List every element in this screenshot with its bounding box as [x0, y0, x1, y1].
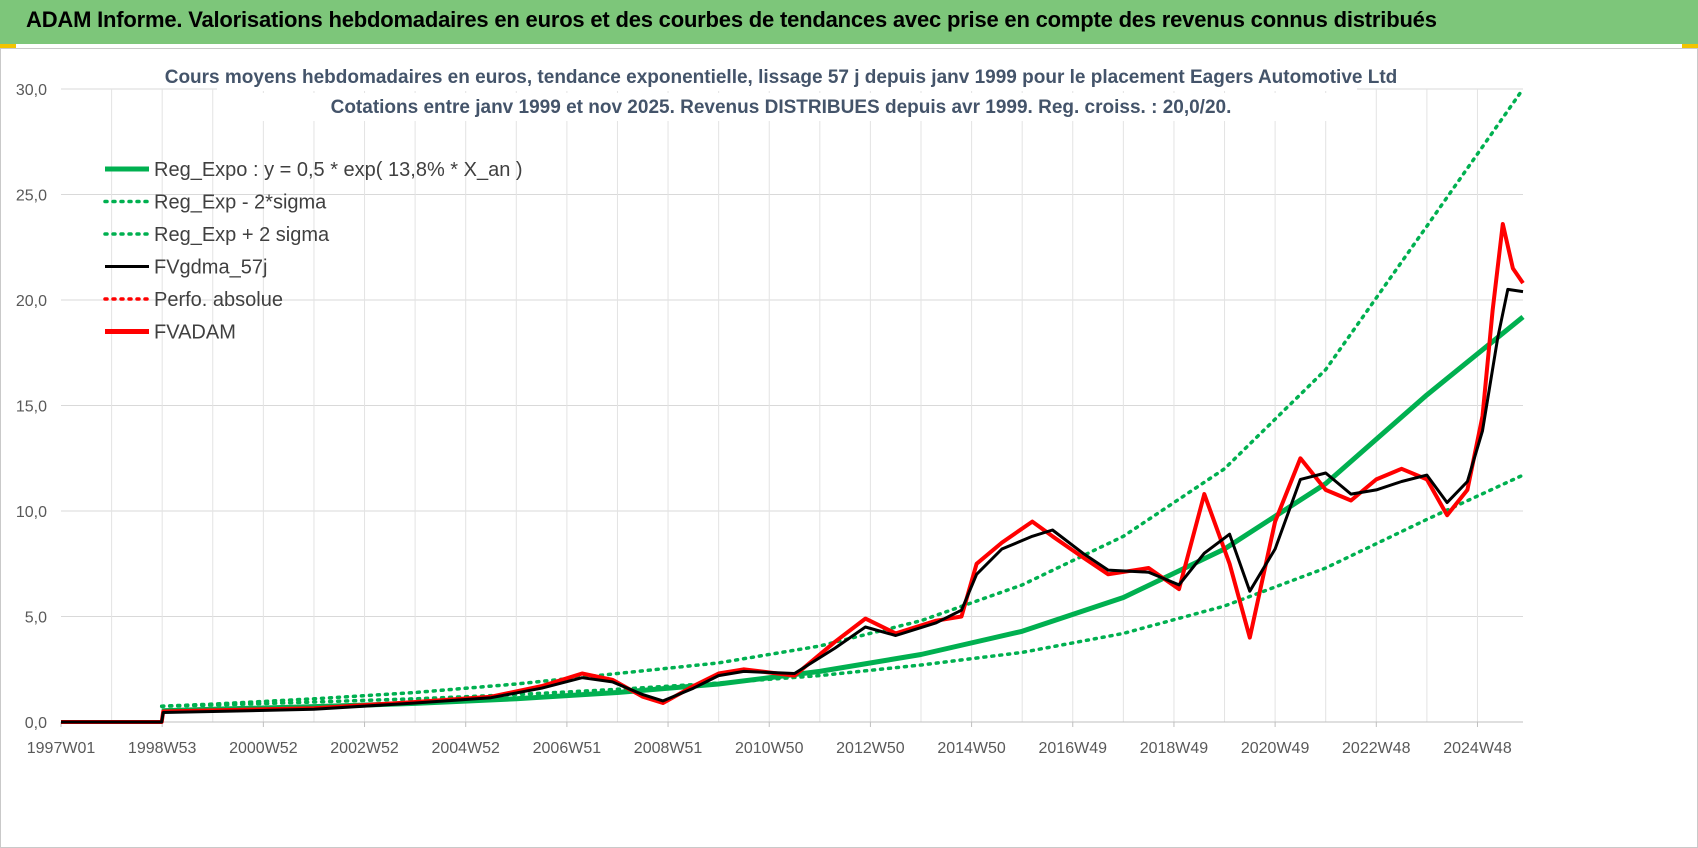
corner-marker-right — [1682, 44, 1698, 48]
legend-label: FVADAM — [154, 322, 236, 344]
x-tick-label: 2004W52 — [431, 740, 500, 757]
series-line — [61, 222, 1525, 724]
x-tick-label: 2008W51 — [634, 740, 703, 757]
x-tick-label: 2018W49 — [1140, 740, 1209, 757]
page-title: ADAM Informe. Valorisations hebdomadaire… — [26, 7, 1437, 32]
x-tick-label: 2016W49 — [1039, 740, 1108, 757]
y-tick-label: 20,0 — [16, 293, 47, 310]
legend-label: Reg_Exp + 2 sigma — [154, 224, 330, 246]
corner-marker-left — [0, 44, 16, 48]
y-tick-label: 15,0 — [16, 399, 47, 416]
x-tick-label: 1997W01 — [27, 740, 96, 757]
x-tick-label: 2022W48 — [1342, 740, 1411, 757]
chart-frame: 0,0 5,0 10,0 15,0 20,0 25,0 30,0 1997W01 1998W53… — [0, 48, 1698, 848]
y-tick-label: 10,0 — [16, 504, 47, 521]
x-tick-label: 2002W52 — [330, 740, 399, 757]
x-tick-label: 2006W51 — [533, 740, 602, 757]
chart-title-line: Cotations entre janv 1999 et nov 2025. R… — [331, 97, 1232, 118]
x-tick-label: 2010W50 — [735, 740, 804, 757]
x-tick-label: 2000W52 — [229, 740, 298, 757]
y-tick-label: 5,0 — [25, 610, 47, 627]
y-tick-label: 0,0 — [25, 715, 47, 732]
series-line — [61, 287, 1524, 724]
series-line — [159, 473, 1525, 708]
y-tick-label: 25,0 — [16, 188, 47, 205]
series-line — [159, 87, 1525, 708]
chart-title-line: Cours moyens hebdomadaires en euros, ten… — [165, 67, 1398, 88]
y-tick-label: 30,0 — [16, 82, 47, 99]
legend-label: Reg_Expo : y = 0,5 * exp( 13,8% * X_an ) — [154, 159, 523, 181]
chart-title-bg — [217, 93, 1357, 121]
legend-label: Perfo. absolue — [154, 289, 283, 311]
header-bar: ADAM Informe. Valorisations hebdomadaire… — [0, 0, 1698, 44]
chart-title-bg — [217, 63, 1357, 91]
x-tick-label: 2020W49 — [1241, 740, 1310, 757]
legend-label: FVgdma_57j — [154, 257, 267, 279]
x-tick-label: 1998W53 — [128, 740, 197, 757]
x-tick-label: 2012W50 — [836, 740, 905, 757]
x-tick-label: 2014W50 — [937, 740, 1006, 757]
chart: 0,0 5,0 10,0 15,0 20,0 25,0 30,0 1997W01 1998W53… — [16, 63, 1525, 757]
x-tick-label: 2024W48 — [1443, 740, 1512, 757]
legend-label: Reg_Exp - 2*sigma — [154, 192, 327, 214]
